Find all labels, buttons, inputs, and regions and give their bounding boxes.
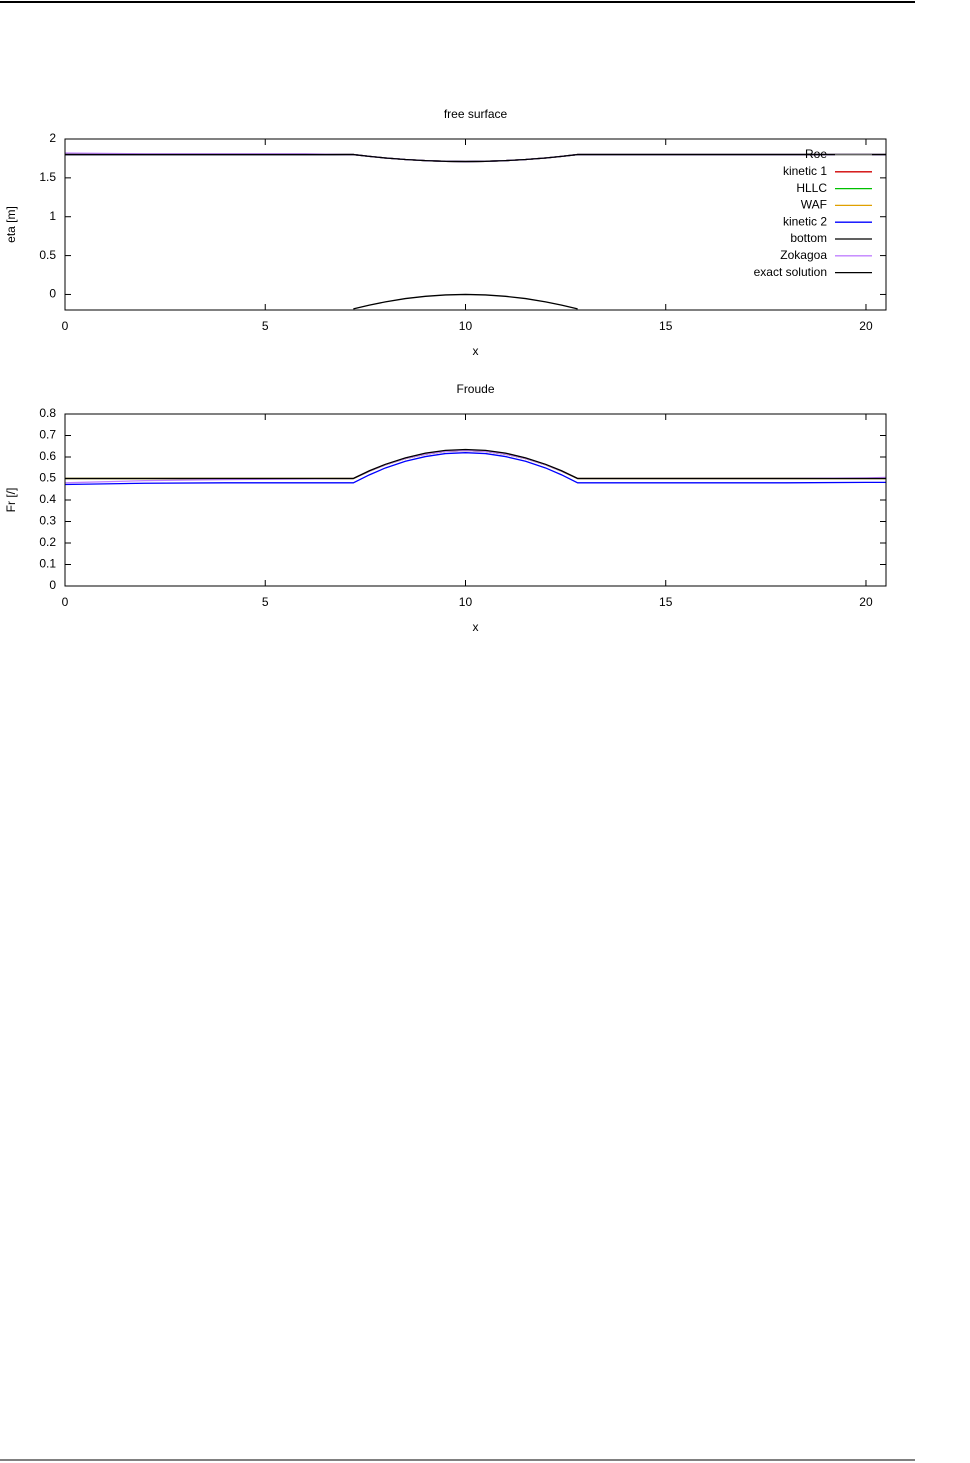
y-tick-label: 0 [49,287,56,301]
series-line [65,153,886,163]
series-line [65,153,886,163]
legend-label: kinetic 1 [783,164,827,178]
series-line [65,153,886,163]
plot-lines [65,152,886,310]
chart-title: Froude [456,382,494,396]
legend-label: Roe [805,147,827,161]
y-tick-label: 0.5 [39,471,56,485]
x-tick-label: 10 [459,595,473,609]
x-tick-label: 0 [62,319,69,333]
x-tick-label: 15 [659,319,673,333]
y-tick-label: 1.5 [39,170,56,184]
y-axis-label: Fr [/] [4,488,18,513]
legend-label: HLLC [796,181,827,195]
x-tick-label: 0 [62,595,69,609]
x-axis-label: x [473,344,479,358]
x-tick-label: 10 [459,319,473,333]
x-tick-label: 5 [262,595,269,609]
series-line [65,452,886,486]
legend-label: kinetic 2 [783,214,827,228]
y-axis-label: eta [m] [4,206,18,243]
y-tick-label: 0.8 [39,406,56,420]
series-line [65,153,886,163]
legend-label: WAF [801,198,827,212]
series-line [65,449,886,480]
y-tick-label: 0.5 [39,248,56,262]
y-tick-label: 0 [49,578,56,592]
y-tick-label: 1 [49,209,56,223]
x-axis-label: x [473,620,479,634]
legend-label: exact solution [754,265,827,279]
x-tick-label: 20 [859,595,873,609]
legend-label: bottom [790,231,827,245]
y-tick-label: 0.7 [39,428,56,442]
series-line [353,293,578,310]
plot-frame [64,138,887,311]
legend-label: Zokagoa [780,248,827,262]
y-tick-label: 0.4 [39,492,56,506]
series-line [65,153,886,163]
y-tick-label: 0.3 [39,514,56,528]
series-line [65,449,886,480]
x-tick-label: 5 [262,319,269,333]
y-tick-label: 0.6 [39,449,56,463]
y-tick-label: 0.2 [39,535,56,549]
chart: Froude x Fr [/] 0 5 10 15 20 0 0.1 0.2 0.3 0.4 0.5 0.6… [4,382,887,634]
y-tick-label: 2 [49,131,56,145]
series-line [65,449,886,480]
series-line [65,449,886,480]
x-tick-label: 15 [659,595,673,609]
series-line [65,153,886,163]
x-tick-label: 20 [859,319,873,333]
chart-title: free surface [444,107,508,121]
plot-frame [64,413,887,587]
chart: free surface x eta [m] 0 5 10 15 20 0 0.5 1 1.5 2 Roe… [4,107,887,358]
y-tick-label: 0.1 [39,557,56,571]
series-line [65,448,886,480]
plot-lines [65,448,886,486]
